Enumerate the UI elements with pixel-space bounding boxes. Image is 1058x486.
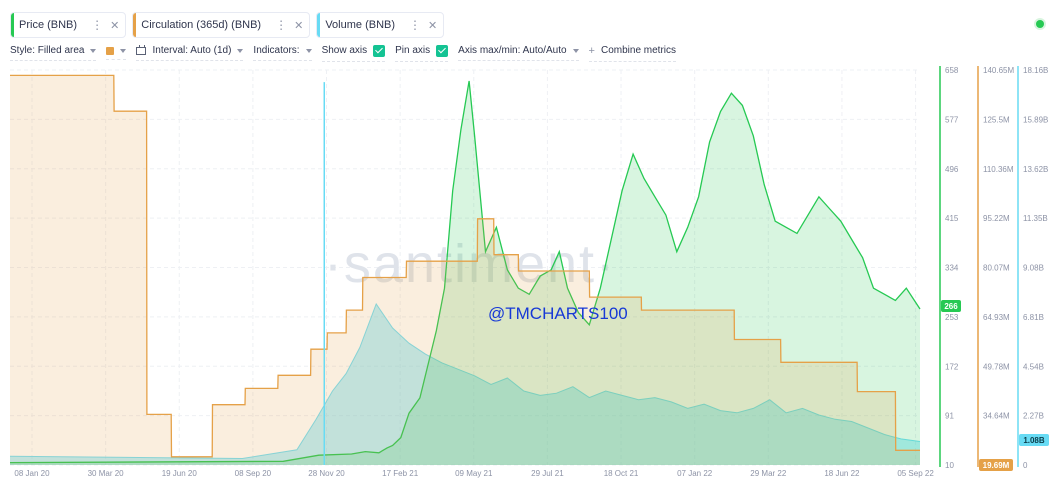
- metric-chip-circulation[interactable]: Circulation (365d) (BNB) ⋮ ✕: [132, 12, 311, 38]
- volume-axis-tick: 6.81B: [1023, 313, 1044, 322]
- volume-axis-tick: 11.35B: [1023, 214, 1048, 223]
- price-axis-tick: 91: [945, 412, 954, 421]
- close-icon[interactable]: ✕: [294, 19, 304, 32]
- x-tick-label: 28 Nov 20: [308, 469, 345, 478]
- volume-axis-tick: 0: [1023, 461, 1028, 470]
- circulation-series-line: [10, 74, 920, 458]
- chevron-down-icon: [120, 48, 127, 53]
- price-axis-tick: 658: [945, 66, 959, 75]
- x-tick-label: 29 Jul 21: [531, 469, 564, 478]
- volume-current-badge-bg: [1019, 434, 1049, 446]
- price-axis-tick: 253: [945, 313, 959, 322]
- x-tick-label: 18 Oct 21: [604, 469, 639, 478]
- combine-metrics-button[interactable]: + Combine metrics: [588, 44, 677, 62]
- chevron-down-icon: [572, 48, 579, 53]
- volume-axis-tick: 13.62B: [1023, 165, 1048, 174]
- chevron-down-icon: [90, 48, 97, 53]
- watermark: ·santiment·: [324, 234, 616, 294]
- price-current-badge: 266: [944, 302, 958, 311]
- circulation-axis-tick: 80.07M: [983, 264, 1010, 273]
- metric-bar: Price (BNB) ⋮ ✕ Circulation (365d) (BNB)…: [10, 12, 445, 38]
- axis-range-label: Axis max/min: Auto/Auto: [458, 45, 567, 56]
- price-axis-tick: 415: [945, 214, 959, 223]
- volume-current-badge: 1.08B: [1023, 436, 1045, 445]
- chevron-down-icon: [305, 48, 312, 53]
- pin-axis-checkbox[interactable]: [436, 44, 449, 57]
- pin-axis-label: Pin axis: [395, 45, 431, 56]
- price-current-badge-bg: [941, 299, 961, 312]
- volume-axis-tick: 9.08B: [1023, 264, 1044, 273]
- volume-axis-tick: 15.89B: [1023, 115, 1048, 124]
- circulation-axis-tick: 34.64M: [983, 412, 1010, 421]
- metric-settings-toolbar: Style: Filled area Interval: Auto (1d) I…: [10, 44, 686, 62]
- more-options-icon[interactable]: ⋮: [409, 18, 421, 32]
- show-axis-checkbox[interactable]: [373, 44, 386, 57]
- close-icon[interactable]: ✕: [110, 19, 120, 32]
- combine-metrics-label: Combine metrics: [600, 45, 677, 56]
- show-axis-toggle[interactable]: Show axis: [321, 44, 386, 62]
- interval-label: Interval: Auto (1d): [152, 45, 232, 56]
- metric-chip-label: Volume (BNB): [325, 19, 396, 31]
- volume-series-line: [9, 302, 921, 460]
- x-tick-label: 08 Jan 20: [14, 469, 50, 478]
- axis-range-dropdown[interactable]: Axis max/min: Auto/Auto: [458, 45, 579, 61]
- interval-dropdown[interactable]: Interval: Auto (1d): [136, 44, 244, 61]
- color-swatch: [106, 46, 115, 55]
- price-axis-tick: 496: [945, 165, 959, 174]
- x-tick-label: 29 Mar 22: [750, 469, 787, 478]
- volume-axis-tick: 4.54B: [1023, 362, 1044, 371]
- style-dropdown[interactable]: Style: Filled area: [10, 45, 97, 61]
- price-series-area: [10, 81, 920, 465]
- more-options-icon[interactable]: ⋮: [91, 18, 103, 32]
- close-icon[interactable]: ✕: [428, 19, 438, 32]
- price-axis-tick: 172: [945, 362, 959, 371]
- metric-chip-label: Circulation (365d) (BNB): [141, 19, 262, 31]
- volume-series-area: [10, 304, 920, 465]
- more-options-icon[interactable]: ⋮: [275, 18, 287, 32]
- price-axis-tick: 577: [945, 115, 959, 124]
- price-axis-tick: 10: [945, 461, 954, 470]
- chart-axes: 08 Jan 20 30 Mar 20 19 Jun 20 08 Sep 20 28 N…: [14, 66, 1049, 478]
- circulation-axis-tick: 110.36M: [983, 165, 1014, 174]
- pin-axis-toggle[interactable]: Pin axis: [395, 44, 449, 62]
- circulation-series-area: [10, 75, 920, 466]
- chart-grid: [10, 69, 920, 466]
- indicators-label: Indicators:: [253, 45, 300, 56]
- metric-chip-label: Price (BNB): [19, 19, 78, 31]
- overlay-annotation: @TMCHARTS100: [488, 304, 628, 323]
- x-tick-label: 17 Feb 21: [382, 469, 419, 478]
- color-picker[interactable]: [106, 46, 127, 60]
- chevron-down-icon: [237, 48, 244, 53]
- live-status-dot: [1036, 20, 1044, 28]
- plus-icon: +: [588, 44, 595, 57]
- circulation-axis-tick: 95.22M: [983, 214, 1010, 223]
- x-tick-label: 05 Sep 22: [897, 469, 934, 478]
- volume-axis-tick: 2.27B: [1023, 412, 1044, 421]
- x-tick-label: 19 Jun 20: [162, 469, 198, 478]
- show-axis-label: Show axis: [321, 45, 368, 56]
- x-tick-label: 08 Sep 20: [235, 469, 272, 478]
- x-tick-label: 30 Mar 20: [88, 469, 125, 478]
- style-label: Style: Filled area: [10, 45, 85, 56]
- x-tick-label: 07 Jan 22: [677, 469, 713, 478]
- chart-series: [9, 74, 921, 466]
- circulation-axis-tick: 140.65M: [983, 66, 1014, 75]
- circulation-current-badge: 19.69M: [983, 461, 1010, 470]
- x-tick-label: 18 Jun 22: [824, 469, 860, 478]
- x-tick-label: 09 May 21: [455, 469, 493, 478]
- metric-chip-volume[interactable]: Volume (BNB) ⋮ ✕: [316, 12, 445, 38]
- circulation-axis-tick: 125.5M: [983, 115, 1010, 124]
- circulation-current-badge-bg: [979, 459, 1013, 471]
- metric-chip-price[interactable]: Price (BNB) ⋮ ✕: [10, 12, 127, 38]
- volume-axis-tick: 18.16B: [1023, 66, 1048, 75]
- circulation-axis-tick: 49.78M: [983, 362, 1010, 371]
- indicators-dropdown[interactable]: Indicators:: [253, 45, 312, 61]
- circulation-axis-tick: 64.93M: [983, 313, 1010, 322]
- price-series-line: [9, 80, 921, 464]
- calendar-icon: [136, 44, 147, 55]
- price-axis-tick: 334: [945, 264, 959, 273]
